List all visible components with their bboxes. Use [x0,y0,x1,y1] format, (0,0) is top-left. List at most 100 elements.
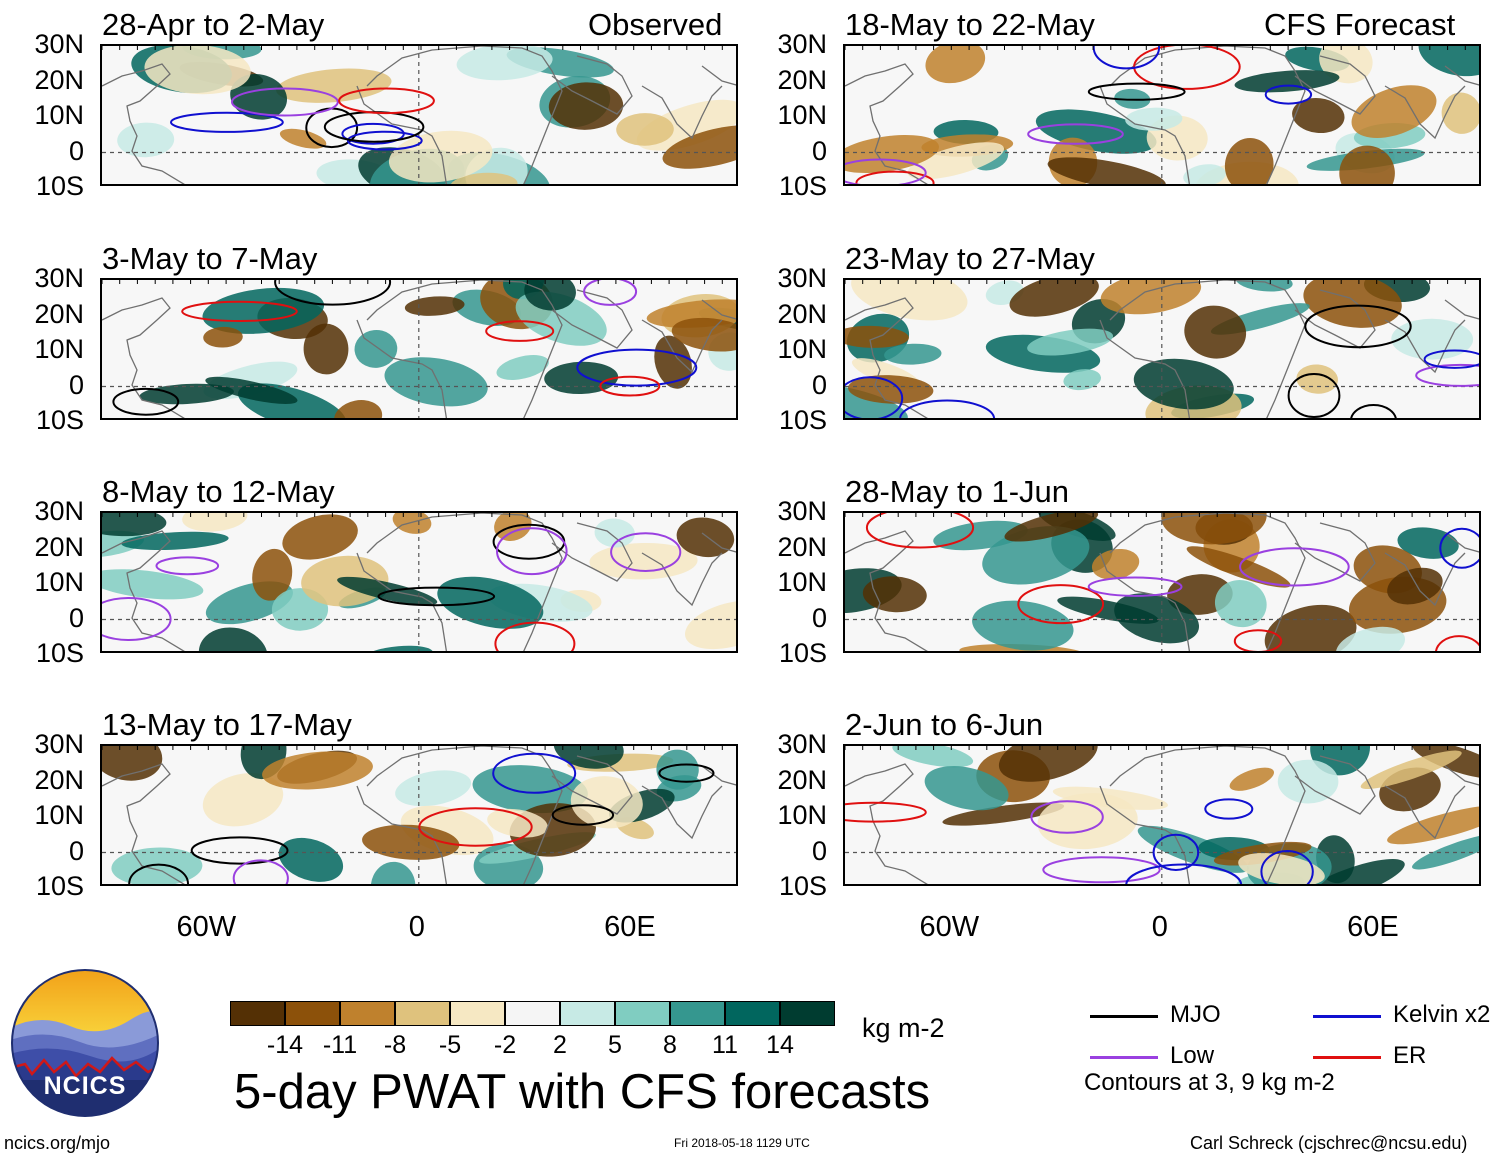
pwat-anomaly-shading [1391,318,1474,360]
coastline [702,66,738,86]
pwat-anomaly-shading [278,837,344,882]
legend-note: Contours at 3, 9 kg m-2 [1084,1069,1335,1096]
pwat-anomaly-shading [1441,92,1479,134]
pwat-anomaly-shading [1161,513,1267,545]
coastline [702,533,738,553]
pwat-anomaly-shading [1335,626,1406,651]
lat-tick-label: 10N [777,100,827,130]
pwat-anomaly-shading [496,355,549,380]
lat-tick-label: 0 [68,835,84,866]
lat-tick-label: 10N [34,800,84,830]
lon-tick-label: 0 [1151,911,1168,943]
pwat-anomaly-shading [404,296,465,316]
wave-contour [1264,84,1313,105]
wave-contour [338,87,435,115]
pwat-anomaly-shading [594,518,635,548]
wave-contour [1287,373,1341,418]
colorbar-segment [340,1001,395,1026]
wave-contour [102,597,172,641]
lat-tick-label: 10S [35,638,84,668]
colorbar-segment [560,1001,615,1026]
wave-contour [377,586,496,607]
pwat-anomaly-shading [662,125,736,169]
footer-url[interactable]: ncics.org/mjo [4,1133,111,1153]
colorbar-tick-label: -2 [493,1031,517,1059]
coastline [1385,786,1465,838]
colorbar-tick-label: -8 [383,1031,407,1059]
lat-tick-label: 30N [777,29,827,59]
wave-contour [865,513,975,549]
lat-tick-label: 20N [34,298,84,329]
pwat-anomaly-shading [1234,70,1340,93]
wave-contour [231,87,339,117]
coastline [1295,756,1375,814]
pwat-map-panel [100,511,738,653]
pwat-anomaly-shading [924,766,1009,811]
pwat-anomaly-shading [182,513,248,532]
lat-tick-label: 30N [34,263,84,293]
wave-contour [576,348,698,387]
lat-tick-label: 10N [34,334,84,364]
lat-tick-label: 20N [34,764,84,795]
coastline [845,764,930,886]
coastline [1385,320,1465,372]
coastline [367,280,562,420]
pwat-anomaly-shading [1184,305,1247,359]
wave-contour [1304,304,1412,349]
coastline [845,64,930,186]
pwat-anomaly-shading [1303,280,1402,328]
pwat-anomaly-shading [384,357,488,407]
pwat-map-panel [100,278,738,420]
colorbar-segment [505,1001,560,1026]
wave-contour [845,801,927,823]
coastline [1100,320,1190,420]
wave-contour [155,556,220,576]
wave-contour [128,863,189,884]
wave-contour [845,376,904,418]
lat-tick-label: 10N [777,800,827,830]
pwat-anomaly-shading [942,802,1065,826]
lat-tick-label: 10S [35,871,84,901]
observed-header: Observed [588,7,723,42]
lat-tick-label: 10S [35,171,84,201]
lat-tick-label: 30N [34,729,84,759]
wave-contour [1415,363,1479,387]
pwat-anomaly-shading [1063,369,1101,391]
pwat-map-panel [843,511,1481,653]
pwat-anomaly-shading [1387,567,1443,605]
wave-contour [1027,123,1124,145]
pwat-anomaly-shading [1009,280,1099,317]
wave-contour [418,807,533,847]
coastline [1295,56,1375,114]
wave-contour [274,280,392,306]
pwat-anomaly-shading [1183,164,1226,184]
lat-tick-label: 0 [68,369,84,400]
lat-tick-label: 0 [811,369,827,400]
panel-title: 28-Apr to 2-May [102,7,325,42]
main-title: 5-day PWAT with CFS forecasts [234,1065,931,1119]
forecast-header: CFS Forecast [1264,7,1456,42]
pwat-anomaly-shading [252,548,293,601]
wave-contour [1260,850,1314,884]
pwat-anomaly-shading [1186,546,1291,588]
pwat-anomaly-shading [654,335,692,389]
pwat-anomaly-shading [1091,548,1140,580]
pwat-anomaly-shading [862,576,927,613]
pwat-anomaly-shading [959,644,1086,651]
pwat-anomaly-shading [1412,746,1479,779]
coastline [845,298,930,420]
panel-title: 3-May to 7-May [102,241,318,276]
coastline [367,46,562,186]
pwat-anomaly-shading [907,142,1005,180]
pwat-anomaly-shading [388,130,493,183]
coastline [552,523,632,581]
wave-contour [658,763,715,783]
lat-tick-label: 0 [811,135,827,166]
pwat-anomaly-shading [1100,280,1202,315]
lon-tick-label: 0 [408,911,425,943]
colorbar-tick-label: -14 [266,1031,304,1059]
pwat-anomaly-shading [1277,759,1339,804]
lon-tick-label: 60E [1347,911,1399,943]
pwat-anomaly-shading [848,375,934,404]
coastline [357,320,447,420]
